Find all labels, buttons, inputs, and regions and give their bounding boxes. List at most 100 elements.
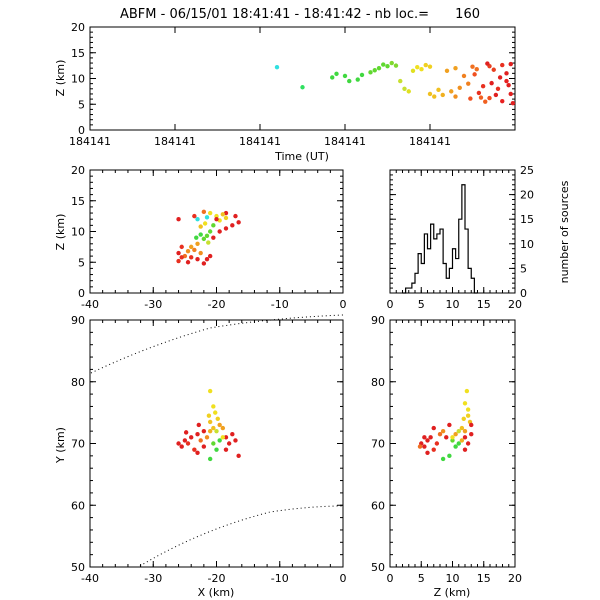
data-point [423,62,428,68]
data-point [204,256,210,262]
data-point [201,444,207,449]
data-point [189,255,194,260]
data-point [204,435,210,440]
data-point [368,70,373,75]
xz-frame [89,169,344,294]
data-point [330,75,335,80]
data-point [207,388,213,394]
y-tick-label: 15 [71,195,85,208]
x-tick-label: -40 [81,572,99,585]
y-tick-label: 70 [71,438,85,451]
x-tick-label: -10 [271,572,289,585]
data-point [185,260,191,265]
data-point [485,61,490,66]
data-point [300,85,305,90]
data-point [422,435,427,440]
data-point [201,428,207,434]
data-point [214,428,219,434]
data-point [444,435,449,440]
data-point [198,250,203,256]
data-point [453,94,458,99]
data-point [334,71,339,77]
x-tick-label: 0 [340,298,347,311]
xz-ylabel: Z (km) [54,214,67,251]
x-tick-label: 184141 [154,135,196,148]
data-point [211,235,216,240]
data-point [233,213,238,219]
data-point [461,416,466,421]
y-tick-label: 90 [371,314,385,327]
x-tick-label: -30 [144,572,162,585]
data-point [347,78,352,84]
data-point [440,428,446,434]
data-point [342,73,348,79]
data-point [182,438,188,443]
zy-panel: 0 5 10 15 20 50 60 70 80 90 Z (km) [371,314,522,599]
data-point [195,432,200,437]
timeline-ylabel: Z (km) [54,60,67,97]
x-tick-label: 20 [508,298,522,311]
data-point [508,91,513,97]
data-point [466,81,471,86]
data-point [385,63,390,69]
x-tick-label: -40 [81,298,99,311]
data-point [450,438,455,443]
data-point [206,240,211,245]
plan-xlabel: X (km) [198,586,235,599]
data-point [470,64,475,69]
data-point [453,66,458,71]
y-tick-label: 10 [71,73,85,86]
data-point [415,64,420,70]
data-point [417,444,423,449]
y-tick-label: 0 [78,287,85,300]
x-tick-label: 5 [418,298,425,311]
data-point [215,416,220,421]
data-point [472,72,477,77]
histogram-steps [402,184,478,294]
data-point [207,419,213,425]
data-point [402,86,407,92]
y-tick-label: 50 [71,561,85,574]
y-tick-label: 20 [520,189,534,202]
data-point [192,247,197,253]
data-point [434,441,440,446]
data-point [487,95,492,101]
y-tick-label: 0 [520,287,527,300]
data-point [425,438,430,443]
x-tick-label: 10 [446,298,460,311]
data-point [185,441,191,446]
data-point [440,92,445,98]
x-tick-label: 0 [340,572,347,585]
y-tick-label: 60 [371,499,385,512]
timeline-frame [89,26,516,131]
data-point [195,256,200,262]
data-point [480,84,486,89]
zy-frame [389,319,516,568]
data-point [372,68,377,73]
data-point [179,444,184,449]
x-tick-label: -20 [208,572,226,585]
y-tick-label: 50 [371,561,385,574]
x-tick-label: 15 [477,298,491,311]
data-point [449,89,454,94]
data-point [214,217,219,222]
data-point [406,89,411,94]
data-point [469,422,474,428]
data-point [204,215,210,220]
x-tick-label: -20 [208,298,226,311]
data-point [453,444,458,449]
data-point [504,78,509,84]
data-point [211,404,216,409]
data-point [195,241,200,246]
y-tick-label: 10 [520,238,534,251]
data-point [176,441,181,446]
x-tick-label: 184141 [239,135,281,148]
data-point [230,432,235,437]
data-point [468,96,473,101]
data-point [497,75,503,80]
data-point [207,253,213,259]
y-tick-label: 5 [78,256,85,269]
